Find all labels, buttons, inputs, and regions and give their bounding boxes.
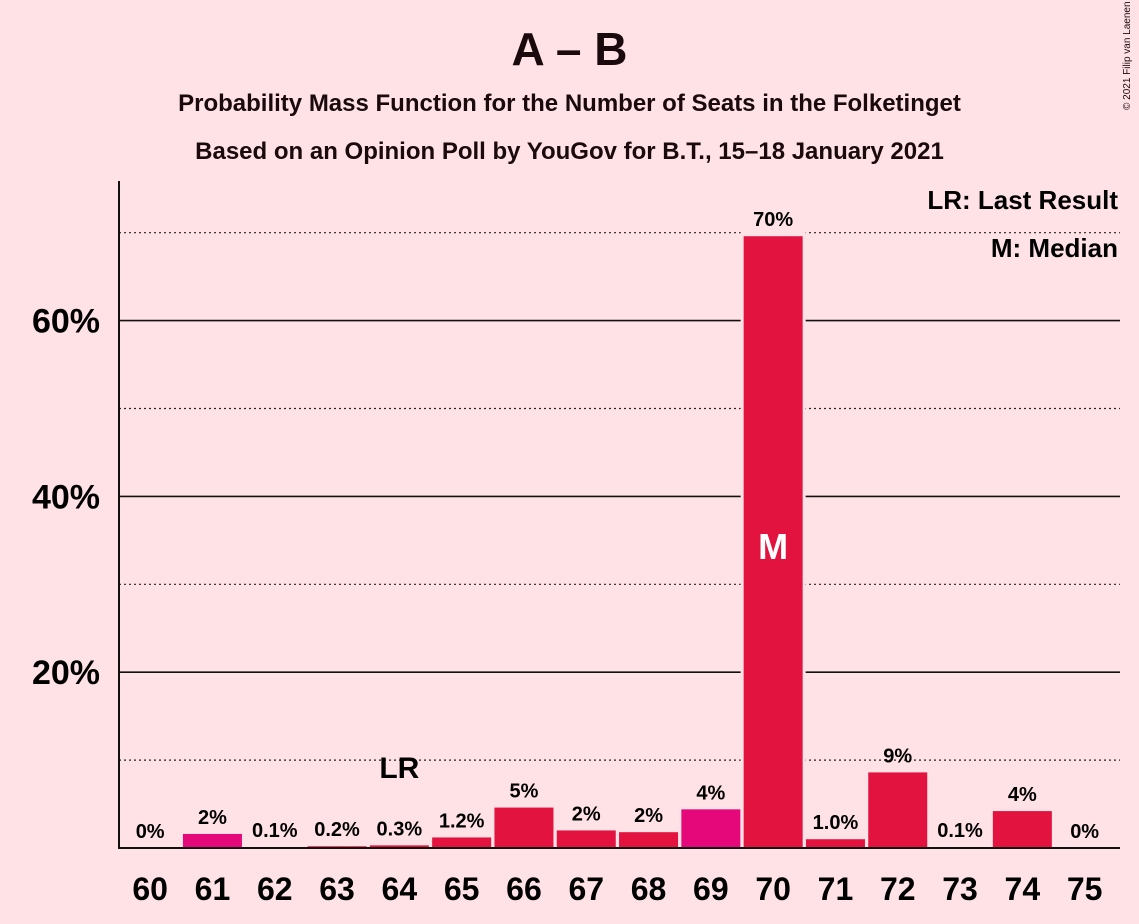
y-tick-label: 20% xyxy=(32,654,100,692)
data-label-seat-66: 5% xyxy=(509,781,538,803)
x-tick-label: 68 xyxy=(631,871,667,907)
bar-seat-69 xyxy=(681,809,741,848)
gridlines xyxy=(119,232,1120,761)
data-label-seat-63: 0.2% xyxy=(314,819,360,841)
x-tick-label: 65 xyxy=(444,871,480,907)
y-tick-label: 60% xyxy=(32,303,100,341)
x-tick-label: 75 xyxy=(1067,871,1103,907)
data-label-seat-67: 2% xyxy=(572,803,601,825)
chart-title: A – B xyxy=(511,23,628,75)
x-tick-label: 73 xyxy=(942,871,978,907)
x-tick-label: 67 xyxy=(568,871,604,907)
x-tick-label: 72 xyxy=(880,871,916,907)
bar-seat-71 xyxy=(805,839,865,848)
data-label-seat-75: 0% xyxy=(1070,821,1099,843)
data-label-seat-70: 70% xyxy=(753,209,793,231)
x-tick-label: 63 xyxy=(319,871,355,907)
data-label-seat-69: 4% xyxy=(696,782,725,804)
median-marker: M xyxy=(758,526,788,567)
bar-seat-61 xyxy=(182,833,242,848)
x-tick-label: 74 xyxy=(1005,871,1041,907)
bar-seat-66 xyxy=(494,807,554,848)
x-tick-label: 64 xyxy=(382,871,418,907)
bar-seat-65 xyxy=(432,837,492,848)
bar-seat-70 xyxy=(743,236,803,848)
data-label-seat-71: 1.0% xyxy=(813,812,859,834)
data-label-seat-61: 2% xyxy=(198,807,227,829)
data-label-seat-60: 0% xyxy=(136,821,165,843)
x-tick-label: 69 xyxy=(693,871,729,907)
labels: 0% 2% 0.1% 0.2% 0.3% 1.2% 5% 2% 2% 4% 70% 1.0% 9% 0.1… xyxy=(136,209,1100,843)
data-label-seat-74: 4% xyxy=(1008,784,1037,806)
x-tick-label: 71 xyxy=(818,871,854,907)
data-label-seat-64: 0.3% xyxy=(377,818,423,840)
bar-seat-67 xyxy=(556,830,616,848)
x-tick-label: 60 xyxy=(132,871,168,907)
axes: 20% 40% 60% 60 61 62 63 64 65 66 67 68 69 70 71 72 73 74 7… xyxy=(32,181,1120,907)
bar-seat-74 xyxy=(992,811,1052,848)
data-label-seat-62: 0.1% xyxy=(252,820,298,842)
bar-seat-64 xyxy=(369,845,429,848)
last-result-marker: LR xyxy=(379,752,419,785)
data-label-seat-73: 0.1% xyxy=(937,820,983,842)
bars xyxy=(182,196,1052,848)
y-tick-label: 40% xyxy=(32,478,100,516)
x-tick-label: 62 xyxy=(257,871,293,907)
legend-median: M: Median xyxy=(991,233,1118,263)
data-label-seat-72: 9% xyxy=(883,745,912,767)
x-tick-label: 61 xyxy=(195,871,231,907)
chart-subtitle: Probability Mass Function for the Number… xyxy=(178,90,961,117)
bar-seat-72 xyxy=(868,772,928,848)
chart-subtitle-secondary: Based on an Opinion Poll by YouGov for B… xyxy=(195,138,944,165)
x-tick-label: 66 xyxy=(506,871,542,907)
legend-last-result: LR: Last Result xyxy=(927,185,1118,215)
data-label-seat-65: 1.2% xyxy=(439,810,485,832)
bar-seat-68 xyxy=(619,832,679,848)
data-label-seat-68: 2% xyxy=(634,805,663,827)
x-tick-label: 70 xyxy=(755,871,791,907)
